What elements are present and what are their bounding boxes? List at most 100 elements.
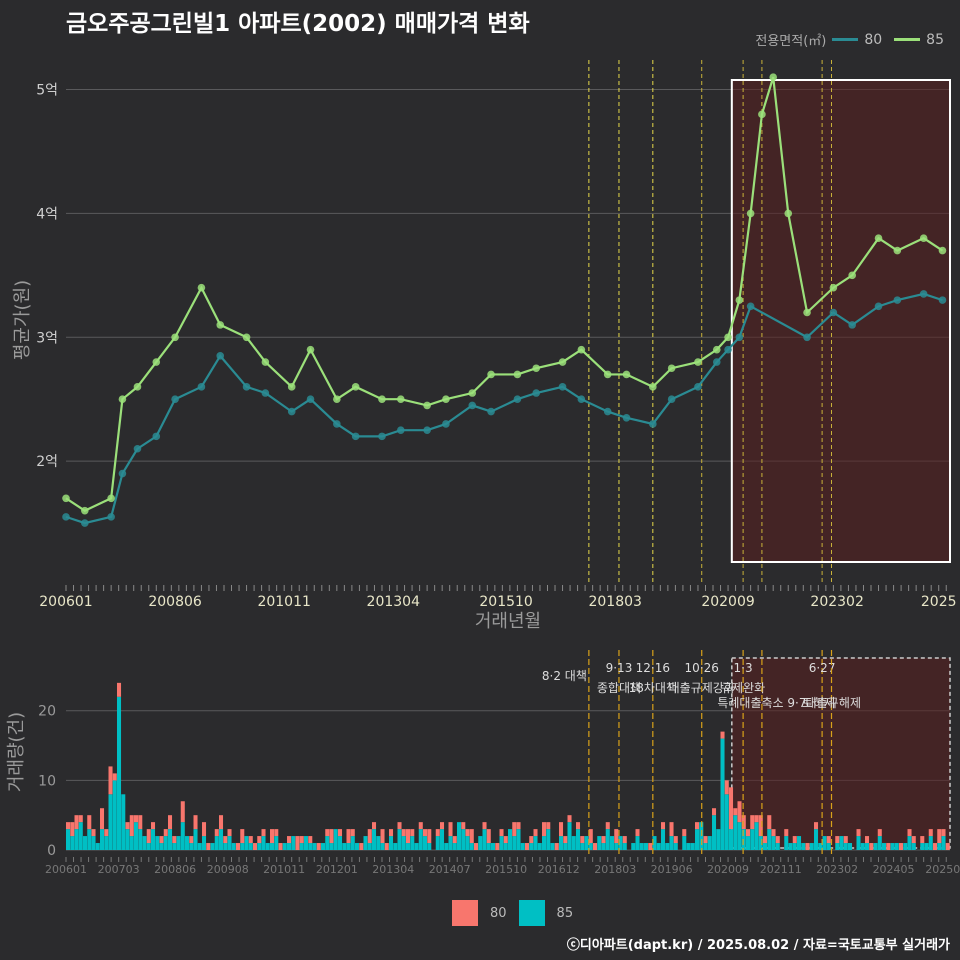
volume-bar-80 — [750, 815, 755, 830]
point-80 — [893, 296, 902, 304]
volume-x-tick-label: 201201 — [316, 863, 358, 876]
x-tick-label: 201510 — [479, 594, 532, 610]
point-85 — [603, 370, 612, 379]
volume-bar-80 — [112, 773, 117, 781]
volume-bar-80 — [593, 843, 598, 850]
point-85 — [893, 246, 902, 255]
volume-x-tick-label: 201407 — [429, 863, 471, 876]
volume-bar-85 — [520, 843, 525, 850]
volume-bar-80 — [206, 843, 211, 850]
volume-bar-85 — [622, 843, 627, 850]
volume-bar-80 — [703, 836, 708, 844]
volume-bar-80 — [911, 836, 916, 844]
volume-bar-85 — [452, 843, 457, 850]
volume-bar-85 — [159, 843, 164, 850]
volume-bar-85 — [333, 829, 338, 850]
volume-bar-85 — [580, 843, 585, 850]
point-85 — [152, 358, 161, 366]
policy-label-bottom: 특례대출축소 9·7 — [717, 696, 806, 710]
point-85 — [171, 333, 179, 342]
volume-bar-80 — [163, 829, 168, 837]
volume-bar-85 — [559, 836, 564, 850]
policy-label-top: 10·26 — [685, 661, 719, 675]
volume-bar-85 — [95, 843, 100, 850]
volume-bar-80 — [227, 829, 232, 837]
volume-bar-85 — [185, 836, 190, 850]
volume-bar-80 — [588, 829, 593, 844]
volume-bar-80 — [767, 815, 772, 830]
volume-bar-80 — [580, 836, 585, 844]
volume-bar-85 — [843, 843, 848, 850]
point-85 — [746, 209, 755, 218]
point-85 — [197, 283, 206, 292]
volume-bar-80 — [937, 829, 942, 844]
point-80 — [468, 401, 477, 410]
y-axis-title: 평균가(원) — [12, 280, 33, 360]
volume-x-tick-label: 201304 — [372, 863, 414, 876]
volume-bar-80 — [512, 822, 517, 837]
volume-bar-85 — [308, 843, 313, 850]
volume-bar-85 — [134, 822, 139, 850]
volume-bar-85 — [542, 836, 547, 850]
volume-bar-85 — [172, 843, 177, 850]
volume-bar-80 — [295, 836, 300, 850]
legend: 전용면적(㎡) 80 85 — [755, 30, 950, 50]
point-85 — [468, 389, 477, 397]
volume-bar-85 — [822, 836, 827, 850]
volume-bar-85 — [741, 829, 746, 850]
volume-bar-80 — [104, 829, 109, 837]
volume-bar-80 — [669, 822, 674, 837]
volume-bar-85 — [746, 836, 751, 850]
volume-bar-85 — [223, 843, 228, 850]
volume-bar-85 — [78, 822, 83, 850]
point-85 — [423, 401, 431, 410]
volume-bar-85 — [937, 843, 942, 850]
volume-x-tick-label: 202405 — [873, 863, 915, 876]
volume-bar-80 — [346, 829, 351, 844]
volume-bar-85 — [669, 836, 674, 850]
volume-bar-85 — [529, 843, 534, 850]
volume-bar-80 — [648, 843, 653, 850]
policy-label-bottom: 18차대책 — [629, 680, 677, 695]
volume-bar-80 — [933, 843, 938, 850]
volume-bar-80 — [503, 836, 508, 844]
volume-bar-85 — [163, 836, 168, 850]
volume-bar-85 — [74, 829, 79, 850]
point-80 — [242, 383, 251, 391]
volume-bar-85 — [299, 843, 304, 850]
volume-bar-85 — [499, 836, 504, 850]
volume-bar-80 — [869, 843, 874, 850]
volume-bar-85 — [397, 829, 402, 850]
volume-bar-85 — [418, 829, 423, 850]
x-tick-label: 2025 — [921, 594, 957, 610]
volume-bar-80 — [397, 822, 402, 830]
volume-bar-85 — [87, 829, 92, 850]
volume-bar-80 — [372, 822, 377, 830]
volume-x-tick-label: 201803 — [594, 863, 636, 876]
point-85 — [442, 395, 450, 404]
volume-bar-85 — [695, 829, 700, 850]
volume-bar-85 — [784, 836, 789, 850]
volume-bar-85 — [214, 836, 219, 850]
volume-bar-85 — [576, 829, 581, 850]
volume-bar-85 — [342, 843, 347, 850]
volume-bar-80 — [567, 815, 572, 823]
volume-y-tick-label: 10 — [38, 773, 56, 789]
volume-bar-85 — [618, 836, 623, 850]
volume-bar-85 — [265, 843, 270, 850]
volume-bar-85 — [546, 829, 551, 850]
point-85 — [287, 383, 296, 391]
volume-bar-85 — [414, 843, 419, 850]
volume-bar-85 — [435, 836, 440, 850]
volume-bar-80 — [108, 766, 113, 795]
point-85 — [735, 296, 744, 304]
volume-bar-80 — [189, 836, 194, 844]
volume-bar-85 — [882, 843, 887, 850]
volume-bar-85 — [771, 836, 776, 850]
volume-bar-80 — [134, 815, 139, 823]
point-80 — [81, 519, 89, 527]
volume-bar-85 — [91, 836, 96, 850]
volume-x-tick-label: 201011 — [263, 863, 305, 876]
point-80 — [442, 420, 450, 428]
